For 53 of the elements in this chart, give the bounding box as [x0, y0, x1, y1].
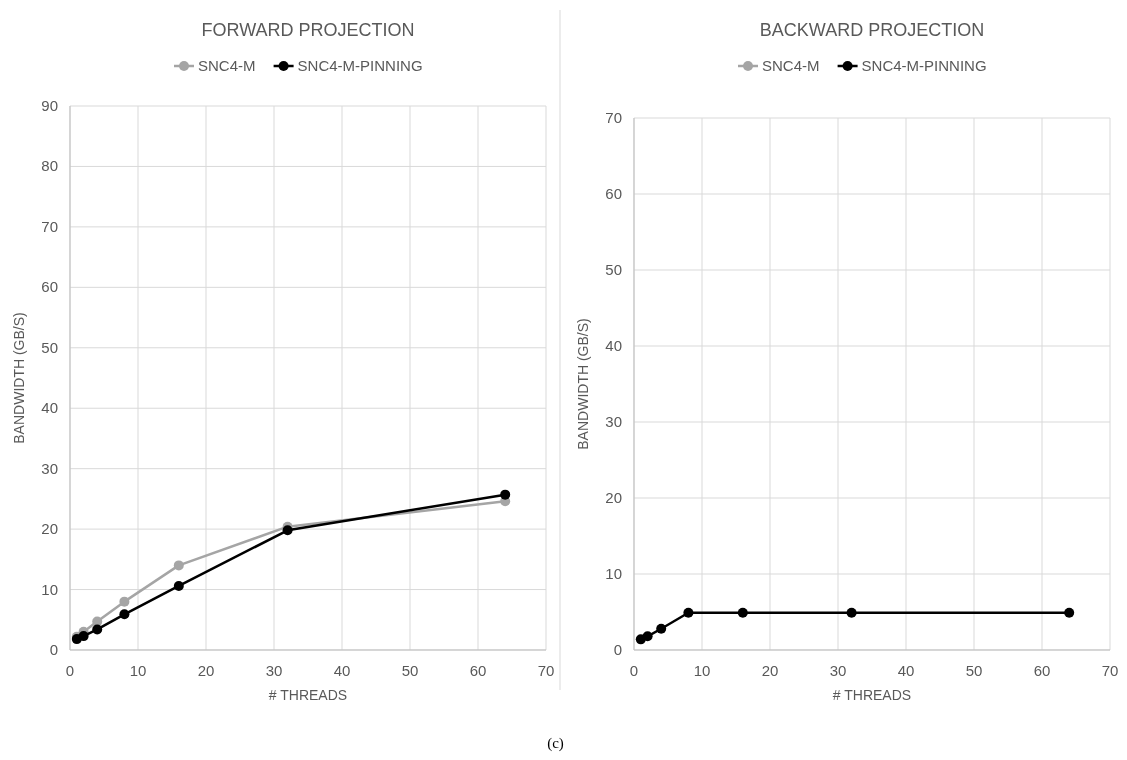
x-axis-title: # THREADS [268, 687, 348, 703]
x-tick-label: 0 [629, 662, 639, 679]
legend-label: SNC4-M [198, 57, 256, 74]
y-axis-title: BANDWIDTH (GB/S) [11, 312, 27, 444]
legend-label: SNC4-M-PINNING [861, 57, 987, 74]
chart-title: FORWARD PROJECTION [201, 20, 415, 40]
y-tick-label: 20 [605, 489, 622, 506]
point [173, 560, 184, 571]
x-tick-label: 40 [897, 662, 915, 679]
y-tick-label: 10 [605, 565, 622, 582]
x-tick-label: 60 [469, 662, 487, 679]
point [119, 609, 130, 620]
y-tick-label: 40 [41, 399, 58, 417]
y-tick-label: 90 [41, 97, 58, 114]
x-tick-label: 0 [65, 662, 75, 679]
point [92, 624, 103, 635]
point [282, 525, 293, 536]
y-tick-label: 0 [613, 641, 622, 658]
x-tick-label: 60 [1033, 662, 1051, 679]
legend-label: SNC4-M [762, 57, 820, 74]
y-tick-label: 0 [49, 641, 58, 658]
legend-label: SNC4-M-PINNING [297, 57, 423, 74]
y-axis-title: BANDWIDTH (GB/S) [575, 318, 591, 450]
x-tick-label: 40 [333, 662, 351, 679]
x-axis-title: # THREADS [832, 687, 912, 703]
y-tick-label: 30 [605, 413, 622, 430]
y-tick-label: 60 [605, 185, 622, 202]
y-tick-label: 70 [605, 109, 622, 126]
text: (c) [547, 735, 564, 752]
y-tick-label: 40 [605, 337, 622, 354]
y-tick-label: 50 [605, 261, 622, 278]
chart-title: BACKWARD PROJECTION [759, 20, 985, 40]
point [78, 631, 89, 642]
y-tick-label: 80 [41, 157, 58, 175]
x-tick-label: 70 [537, 662, 555, 679]
x-tick-label: 30 [829, 662, 847, 679]
point [173, 580, 184, 591]
point [500, 489, 511, 500]
x-tick-label: 70 [1101, 662, 1119, 679]
y-tick-label: 60 [41, 278, 58, 296]
x-tick-label: 10 [693, 662, 711, 679]
x-tick-label: 10 [129, 662, 147, 679]
y-tick-label: 70 [41, 217, 58, 235]
y-tick-label: 50 [41, 338, 58, 356]
x-tick-label: 50 [965, 662, 983, 679]
y-tick-label: 10 [41, 580, 58, 598]
y-tick-label: 20 [41, 520, 58, 538]
x-tick-label: 20 [197, 662, 215, 679]
x-tick-label: 50 [401, 662, 419, 679]
x-tick-label: 20 [761, 662, 779, 679]
y-tick-label: 30 [41, 459, 58, 477]
point [119, 596, 130, 607]
x-tick-label: 30 [265, 662, 283, 679]
